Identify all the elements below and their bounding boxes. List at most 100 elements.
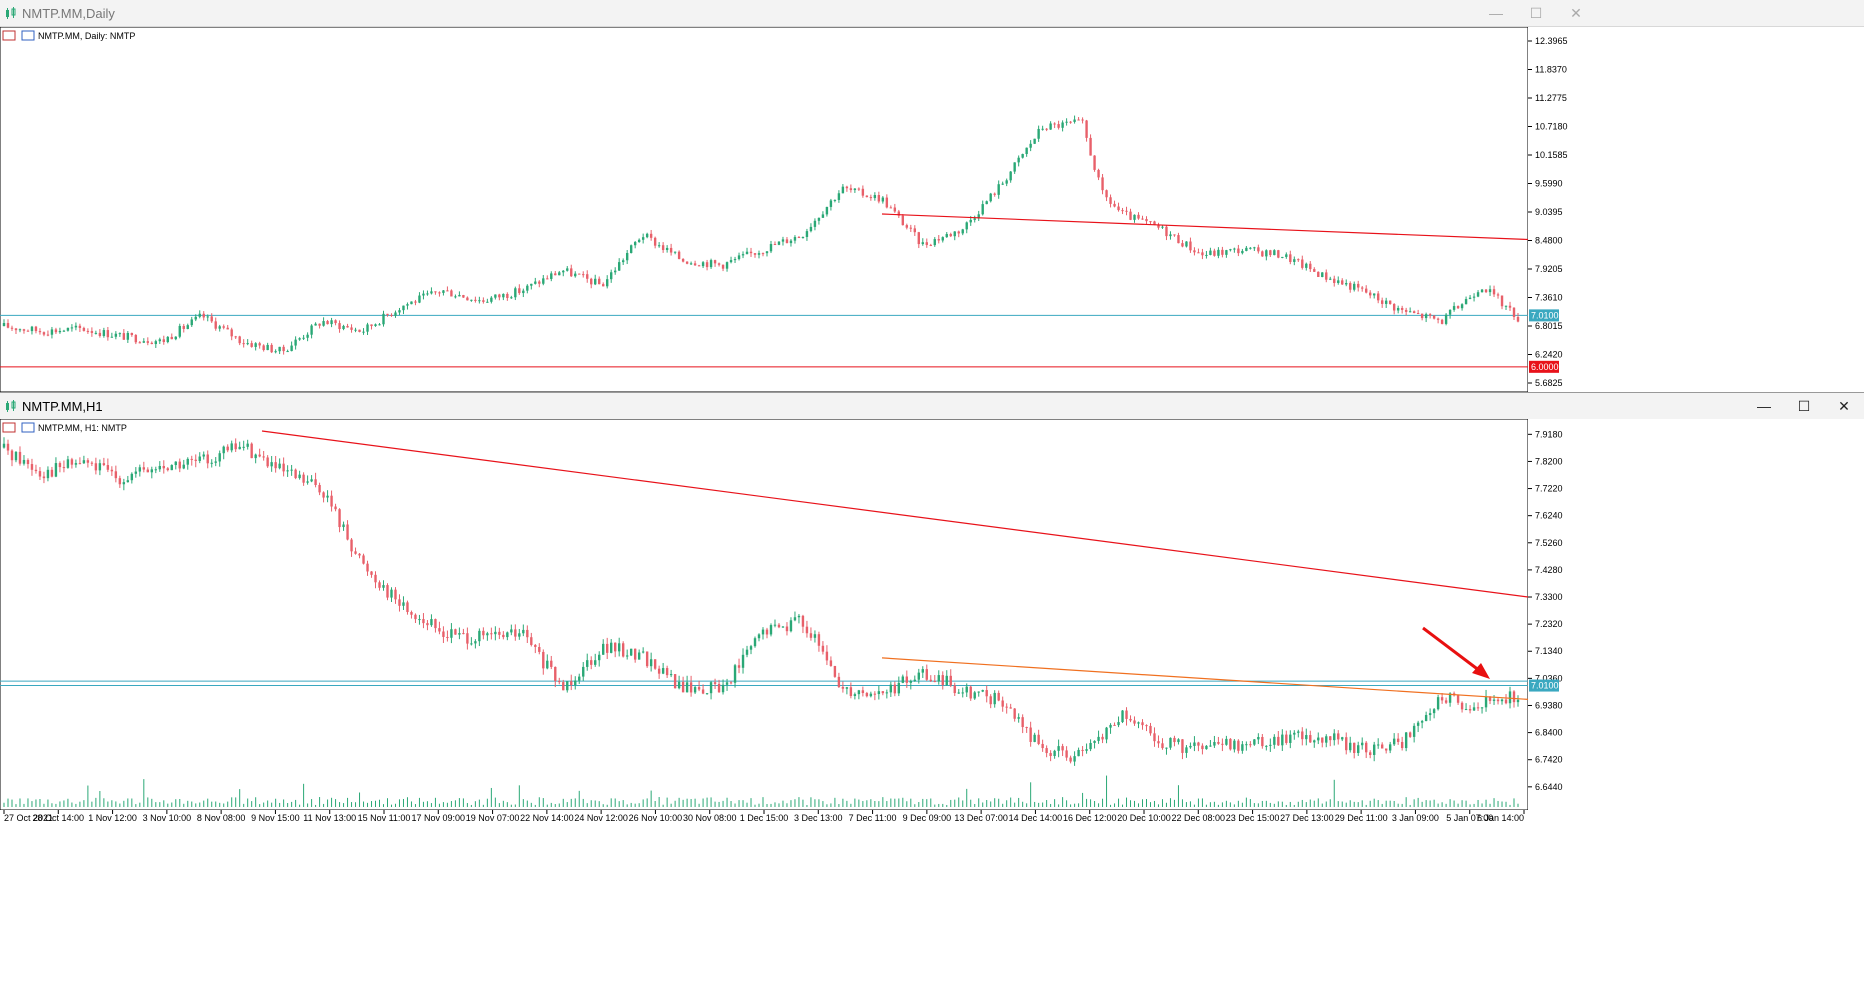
candle-body xyxy=(621,260,625,263)
maximize-icon[interactable]: ☐ xyxy=(1797,397,1811,414)
candle-body xyxy=(526,629,529,638)
candle-body xyxy=(218,326,221,329)
candle-body xyxy=(86,330,90,332)
candle-body xyxy=(1185,747,1188,753)
candle-body xyxy=(66,459,70,468)
daily-chart-window[interactable]: NMTP.MM,Daily — ☐ ✕ NMTP.MM, Daily: NMTP… xyxy=(0,0,1864,392)
y-tick-label: 7.0360 xyxy=(1535,673,1563,683)
candle-body xyxy=(78,463,82,465)
candle-body xyxy=(594,660,597,665)
candle-body xyxy=(606,279,609,287)
daily-titlebar[interactable]: NMTP.MM,Daily — ☐ ✕ xyxy=(0,0,1864,27)
candle-body xyxy=(989,696,992,705)
y-tick-label: 7.9180 xyxy=(1535,429,1563,439)
candle-body xyxy=(466,297,469,301)
y-tick-label: 6.2420 xyxy=(1535,350,1563,360)
x-tick-label: 3 Jan 09:00 xyxy=(1392,813,1439,823)
candle-body xyxy=(1237,248,1240,254)
candle-body xyxy=(757,253,761,255)
candle-body xyxy=(498,631,501,635)
x-tick-label: 24 Nov 12:00 xyxy=(574,813,628,823)
candle-body xyxy=(474,641,477,644)
candle-body xyxy=(949,675,952,686)
price-tag xyxy=(1529,309,1559,322)
candle-body xyxy=(314,479,317,485)
candle-body xyxy=(246,443,249,447)
candle-body xyxy=(629,648,633,656)
h1-chart-area[interactable]: NMTP.MM, H1: NMTP 7.9180 7.8200 7.7220 7.624… xyxy=(0,419,1864,983)
candle-body xyxy=(821,645,825,652)
chart-header: NMTP.MM, H1: NMTP xyxy=(2,422,127,433)
candle-body xyxy=(877,195,881,202)
candle-body xyxy=(26,459,30,465)
candle-body xyxy=(1297,259,1300,261)
candle-body xyxy=(1265,250,1268,257)
close-icon[interactable]: ✕ xyxy=(1838,397,1850,414)
candle-body xyxy=(262,456,265,458)
h1-chart-window[interactable]: NMTP.MM,H1 — ☐ ✕ NMTP.MM, H1: NMTP 7.9180… xyxy=(0,392,1864,983)
candle-body xyxy=(645,233,649,238)
candle-body xyxy=(1261,251,1264,257)
candle-body xyxy=(1101,736,1104,740)
candle-body xyxy=(1069,757,1072,762)
candle-body xyxy=(837,193,841,200)
candle-body xyxy=(1480,289,1484,293)
candle-body xyxy=(833,665,837,677)
candle-body xyxy=(1133,214,1136,220)
x-tick-label: 1 Dec 15:00 xyxy=(740,813,789,823)
candle-body xyxy=(214,321,217,329)
candle-body xyxy=(90,331,94,333)
daily-chart-svg[interactable]: NMTP.MM, Daily: NMTP 12.3965 11.8370 11.277… xyxy=(0,27,1864,392)
minimize-icon[interactable]: — xyxy=(1489,5,1503,21)
candle-body xyxy=(142,341,146,343)
daily-chart-area[interactable]: NMTP.MM, Daily: NMTP 12.3965 11.8370 11.277… xyxy=(0,27,1864,392)
maximize-icon[interactable]: ☐ xyxy=(1529,4,1543,21)
candle-body xyxy=(877,691,881,695)
arrow-icon xyxy=(1422,626,1490,679)
candle-body xyxy=(1141,722,1144,726)
candle-body xyxy=(174,461,177,466)
candle-body xyxy=(106,330,110,338)
candle-body xyxy=(286,470,289,472)
candle-body xyxy=(1301,259,1304,268)
candle-body xyxy=(318,484,321,493)
h1-chart-svg[interactable]: NMTP.MM, H1: NMTP 7.9180 7.8200 7.7220 7.624… xyxy=(0,419,1864,983)
candle-body xyxy=(1257,737,1260,740)
candle-body xyxy=(1484,696,1488,708)
candles xyxy=(2,115,1520,355)
minimize-icon[interactable]: — xyxy=(1757,398,1771,414)
candle-body xyxy=(298,338,301,340)
price-tag-label: 6.0000 xyxy=(1531,362,1559,372)
candle-body xyxy=(1221,249,1224,255)
close-icon[interactable]: ✕ xyxy=(1570,4,1582,21)
candle-body xyxy=(1137,214,1140,219)
x-tick-label: 6 Jan 14:00 xyxy=(1477,813,1524,823)
candle-body xyxy=(322,321,325,326)
candle-body xyxy=(781,239,785,242)
candle-body xyxy=(1261,737,1264,747)
candle-body xyxy=(893,684,897,694)
candle-body xyxy=(70,459,74,465)
candle-body xyxy=(1177,235,1180,244)
candle-body xyxy=(130,332,134,336)
candle-body xyxy=(390,315,393,317)
candle-body xyxy=(1432,315,1436,319)
candle-body xyxy=(1460,304,1464,309)
window-title: NMTP.MM,Daily xyxy=(22,5,115,21)
candle-body xyxy=(1420,721,1424,723)
candle-body xyxy=(538,646,541,652)
x-tick-label: 23 Dec 15:00 xyxy=(1226,813,1280,823)
arrow-shaft xyxy=(1422,626,1481,673)
candle-body xyxy=(362,331,365,333)
candle-body xyxy=(1017,157,1020,163)
candle-body xyxy=(797,237,801,239)
h1-titlebar[interactable]: NMTP.MM,H1 — ☐ ✕ xyxy=(0,392,1864,420)
price-tag-label: 7.0100 xyxy=(1531,681,1559,691)
candle-body xyxy=(657,668,661,674)
candle-body xyxy=(406,304,409,306)
candle-body xyxy=(446,290,449,292)
candle-body xyxy=(781,626,785,628)
candle-body xyxy=(881,691,885,694)
candle-body xyxy=(1376,744,1380,746)
candle-body xyxy=(929,244,932,246)
